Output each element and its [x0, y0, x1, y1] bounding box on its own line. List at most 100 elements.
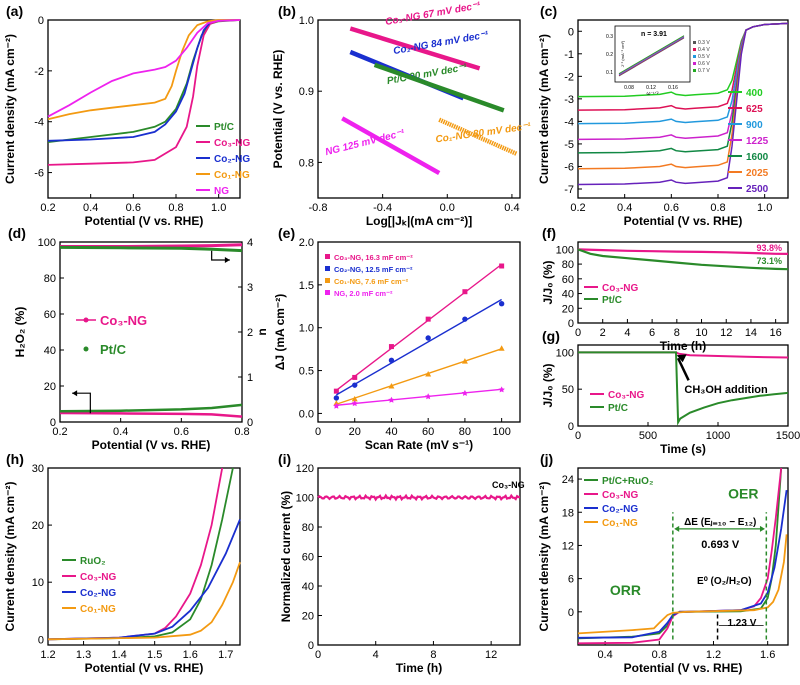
series-line-b — [373, 62, 505, 113]
plot-frame-d — [59, 241, 243, 423]
legend-entry-e: Co₁-NG, 7.6 mF cm⁻² — [334, 277, 409, 286]
y-tick-label-e: 1.0 — [299, 323, 314, 335]
orr-label: ORR — [610, 582, 641, 598]
y-tick-label-b: 1.0 — [299, 15, 314, 27]
y-right-title-d: n — [255, 328, 269, 335]
legend-label-co3: Co₃-NG — [100, 313, 147, 328]
y-axis-title-a: Current density (mA cm⁻²) — [3, 34, 17, 184]
legend-marker-e — [325, 290, 330, 295]
legend-entry-e: Co₃-NG, 16.3 mF cm⁻² — [334, 253, 413, 262]
y-tick-label-a: -4 — [34, 117, 44, 129]
legend-entry-j: Pt/C+RuO₂ — [602, 476, 653, 487]
x-tick-label-a: 0.4 — [83, 202, 98, 214]
y-tick-label-j: 18 — [562, 507, 574, 519]
y-tick-label-g: 50 — [562, 384, 574, 396]
delta-e-arrowhead-right — [759, 525, 765, 532]
legend-entry-e: Co₂-NG, 12.5 mF cm⁻² — [334, 265, 413, 274]
y-tick-label-i: 40 — [302, 581, 314, 593]
inset-fit-line — [618, 35, 685, 75]
data-point-e — [462, 316, 468, 322]
x-tick-label-j: 0.8 — [652, 649, 667, 661]
legend-entry-c: 900 — [746, 120, 763, 131]
panel-c: 0.2 0.4 0.6 0.8 1.0 -7 -6 -5 -4 -3 -2 -1 0 Potential … — [537, 3, 789, 228]
x-tick-label-h: 1.4 — [111, 649, 126, 661]
x-tick-label-c: 0.2 — [570, 202, 585, 214]
y-tick-label-e: 1.5 — [299, 280, 314, 292]
legend-d: Co₃-NG Pt/C — [76, 313, 147, 357]
plot-frame-i — [317, 467, 521, 646]
y-tick-label-j: 0 — [568, 607, 574, 619]
retention-label-co3: 93.8% — [756, 243, 782, 253]
x-tick-label-d: 0.8 — [234, 426, 249, 438]
inset-legend-marker — [693, 62, 696, 65]
x-axis-title-i: Time (h) — [396, 661, 442, 675]
data-point-e — [333, 388, 339, 394]
delta-e-arrowhead-left — [674, 525, 680, 532]
series-line-b — [341, 116, 441, 176]
y-tick-label-b: 0.8 — [299, 157, 314, 169]
x-tick-label-h: 1.7 — [218, 649, 233, 661]
fit-line-e — [336, 388, 502, 406]
y-tick-label-i: 20 — [302, 611, 314, 623]
x-tick-label-i: 0 — [315, 649, 321, 661]
x-tick-label-f: 2 — [600, 327, 606, 339]
legend-entry-a: NG — [214, 186, 229, 197]
x-tick-label-h: 1.3 — [76, 649, 91, 661]
fit-line-e — [336, 348, 502, 405]
inset-legend-label: 0.4 V — [698, 47, 710, 53]
x-tick-label-e: 100 — [492, 426, 510, 438]
inset-legend-label: 0.6 V — [698, 61, 710, 67]
y-tick-label-d: 20 — [44, 381, 56, 393]
x-tick-label-f: 4 — [624, 327, 630, 339]
y-tick-label-i: 100 — [296, 493, 314, 505]
panel-label-f: (f) — [542, 225, 556, 241]
panel-label-a: (a) — [6, 3, 23, 19]
x-tick-label-c: 0.8 — [710, 202, 725, 214]
legend-entry-j: Co₂-NG — [602, 504, 638, 515]
legend-entry-g: Co₃-NG — [608, 390, 645, 401]
inset-y-tick: 0.3 — [606, 34, 613, 40]
e0-label: E⁰ (O₂/H₂O) — [697, 576, 752, 587]
y-tick-label-c: -2 — [564, 71, 574, 83]
legend-marker-e — [325, 266, 330, 271]
panel-label-i: (i) — [278, 451, 291, 467]
y-tick-label-c: 0 — [568, 26, 574, 38]
panel-e: 0 20 40 60 80 100 0.0 0.5 1.0 1.5 2.0 Scan Rate (mV… — [273, 225, 521, 452]
x-tick-label-f: 0 — [575, 327, 581, 339]
h2o2-line-d — [59, 403, 243, 413]
y-tick-label-h: 10 — [32, 577, 44, 589]
plot-frame-g — [577, 344, 789, 427]
inset-y-tick: 0.1 — [606, 70, 613, 76]
data-point-e — [425, 316, 431, 322]
legend-marker-ptc — [83, 346, 89, 352]
data-point-e — [498, 345, 505, 351]
y-tick-label-e: 2.0 — [299, 237, 314, 249]
y-tick-label-j: 24 — [562, 474, 574, 486]
legend-entry-c: 2025 — [746, 168, 769, 179]
plot-frame-f — [577, 241, 789, 324]
x-axis-title-b: Log[|Jₖ|(mA cm⁻²)] — [366, 214, 472, 228]
inset-y-title: J⁻¹ (mA⁻¹ cm²) — [620, 40, 625, 67]
legend-entry-j: Co₁-NG — [602, 518, 638, 529]
y-tick-label-i: 80 — [302, 522, 314, 534]
x-tick-label-i: 12 — [485, 649, 497, 661]
y-tick-label-d: 0 — [50, 417, 56, 429]
x-tick-label-b: -0.8 — [309, 202, 328, 214]
series-line-a — [47, 19, 241, 166]
x-tick-label-d: 0.2 — [52, 426, 67, 438]
panel-label-e: (e) — [278, 225, 295, 241]
data-point-e — [425, 335, 431, 341]
data-point-e — [352, 382, 358, 388]
data-point-e — [352, 374, 358, 380]
x-tick-label-e: 60 — [422, 426, 434, 438]
y-tick-label-d: 100 — [38, 237, 56, 249]
series-line-h — [47, 561, 241, 641]
y-tick-label-f: 80 — [562, 259, 574, 271]
inset-x-tick: 0.08 — [624, 85, 634, 91]
x-tick-label-g: 0 — [575, 430, 581, 442]
h2o2-line-d — [59, 411, 243, 418]
data-point-e — [461, 358, 468, 364]
inset-x-title: ω⁻¹ᐟ² — [647, 91, 659, 97]
